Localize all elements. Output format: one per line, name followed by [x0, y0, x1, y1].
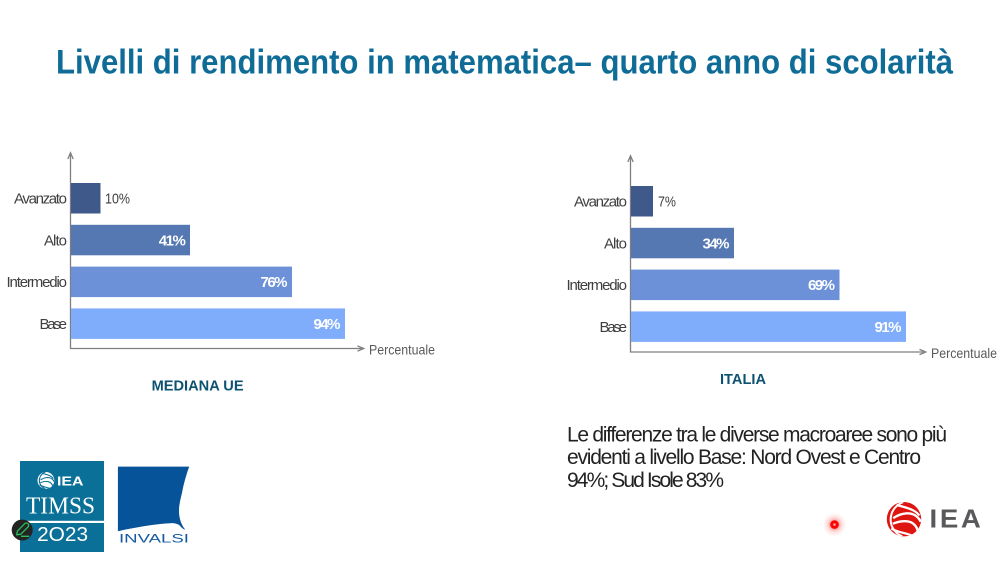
- svg-text:Percentuale: Percentuale: [369, 342, 435, 358]
- svg-text:Intermedio: Intermedio: [7, 274, 68, 291]
- svg-text:evidenti a livello Base: Nord: evidenti a livello Base: Nord Ovest e Ce…: [567, 446, 921, 469]
- svg-text:69%: 69%: [808, 277, 835, 294]
- svg-text:10%: 10%: [105, 191, 130, 208]
- svg-text:94%: 94%: [314, 316, 341, 333]
- svg-text:76%: 76%: [261, 274, 288, 291]
- svg-text:Alto: Alto: [44, 232, 67, 249]
- svg-text:Le differenze tra le diverse m: Le differenze tra le diverse macroaree s…: [567, 424, 947, 447]
- svg-text:Intermedio: Intermedio: [567, 277, 628, 294]
- svg-text:TIMSS: TIMSS: [26, 494, 95, 520]
- svg-text:7%: 7%: [658, 194, 676, 211]
- svg-text:ITALIA: ITALIA: [720, 371, 766, 388]
- svg-text:34%: 34%: [703, 235, 730, 252]
- svg-text:IEA: IEA: [57, 473, 84, 488]
- svg-text:2O23: 2O23: [37, 523, 88, 546]
- svg-text:MEDIANA UE: MEDIANA UE: [152, 378, 244, 395]
- svg-text:INVALSI: INVALSI: [119, 532, 189, 546]
- svg-text:IEA: IEA: [930, 504, 984, 534]
- svg-text:41%: 41%: [159, 232, 186, 249]
- svg-text:91%: 91%: [875, 319, 902, 336]
- svg-text:Alto: Alto: [604, 235, 627, 252]
- svg-text:Avanzato: Avanzato: [574, 194, 627, 211]
- svg-text:Livelli di rendimento in matem: Livelli di rendimento in matematica– qua…: [56, 44, 953, 82]
- svg-text:Base: Base: [40, 316, 68, 333]
- svg-text:94%; Sud Isole 83%: 94%; Sud Isole 83%: [567, 469, 724, 492]
- svg-text:Percentuale: Percentuale: [931, 345, 997, 361]
- svg-text:Avanzato: Avanzato: [14, 191, 67, 208]
- svg-text:Base: Base: [600, 319, 628, 336]
